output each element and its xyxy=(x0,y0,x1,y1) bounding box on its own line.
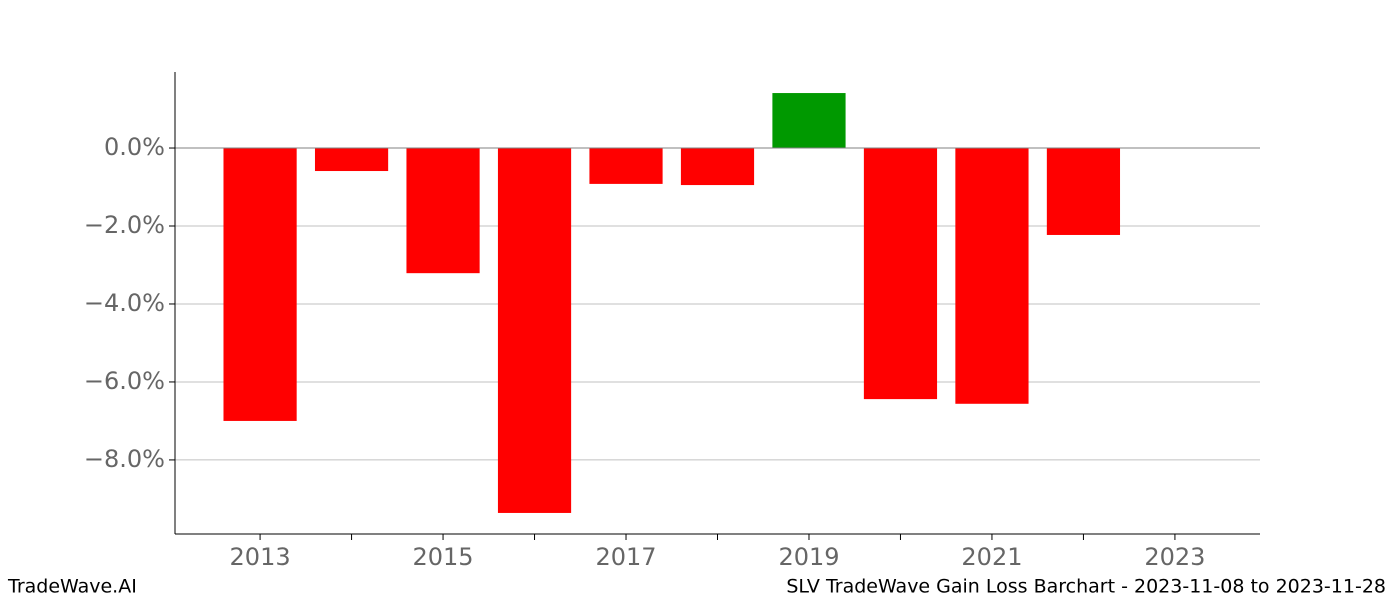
brand: TradeWave.AI xyxy=(7,576,137,598)
x-tick-label: 2023 xyxy=(1144,543,1205,571)
chart-title: SLV TradeWave Gain Loss Barchart - 2023-… xyxy=(786,576,1386,598)
y-tick-label: 0.0% xyxy=(104,133,165,161)
bar xyxy=(955,148,1029,404)
bar xyxy=(680,148,755,186)
bar xyxy=(406,148,480,274)
y-tick-label: −2.0% xyxy=(84,211,165,239)
y-tick-label: −8.0% xyxy=(84,445,165,473)
y-tick-label: −4.0% xyxy=(84,289,165,317)
x-tick-label: 2019 xyxy=(778,543,839,571)
bar xyxy=(314,148,389,172)
y-tick-label: −6.0% xyxy=(84,367,165,395)
bar xyxy=(772,93,846,149)
x-tick-label: 2017 xyxy=(595,543,656,571)
x-tick-label: 2015 xyxy=(413,543,474,571)
x-tick-label: 2021 xyxy=(961,543,1022,571)
bar xyxy=(1046,148,1121,235)
bar xyxy=(497,148,572,513)
bar xyxy=(863,148,938,400)
bar xyxy=(589,148,663,184)
x-tick-label: 2013 xyxy=(230,543,291,571)
bar xyxy=(223,148,297,421)
